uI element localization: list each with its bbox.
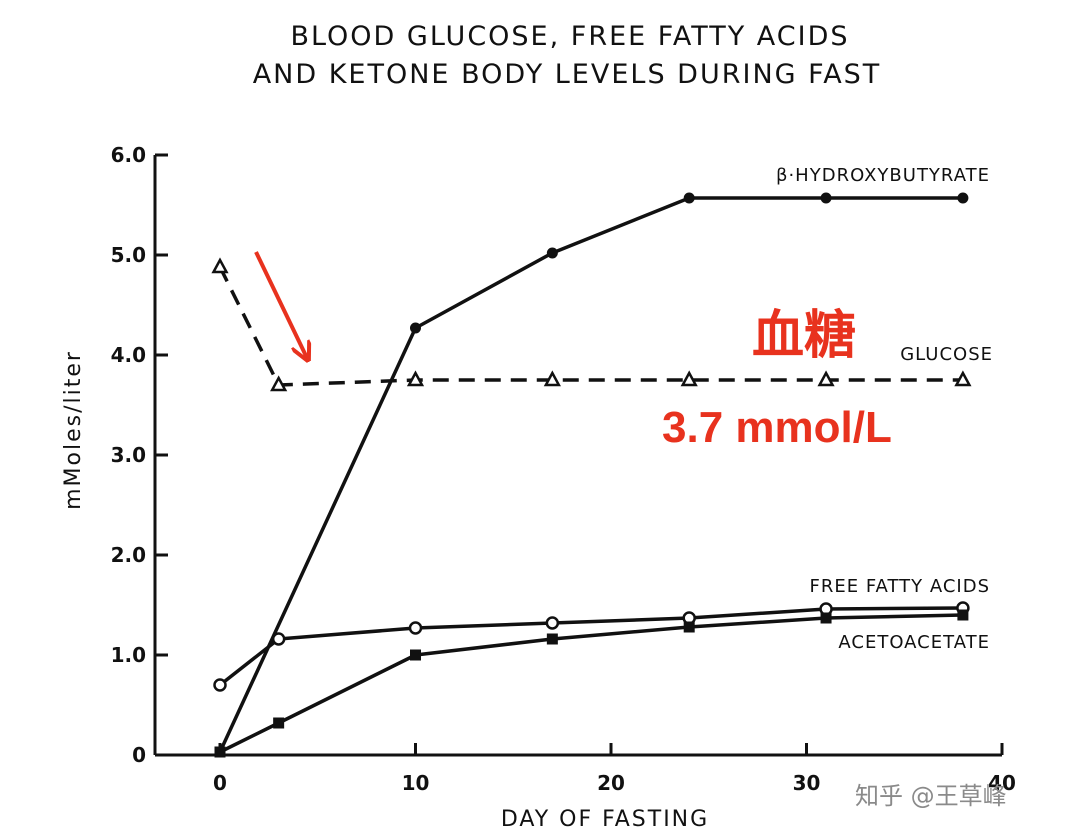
data-point-acetoacetate (683, 621, 695, 633)
data-point-glucose (543, 370, 561, 387)
chart-title-line1: BLOOD GLUCOSE, FREE FATTY ACIDS (290, 21, 849, 52)
series-layer (211, 192, 972, 758)
data-point-acetoacetate (410, 649, 421, 661)
x-axis-ticks: 0 10 20 30 40 (213, 743, 1016, 795)
data-point-free-fatty-acids (213, 678, 227, 692)
data-point-glucose (817, 370, 835, 387)
chart-title-line2: AND KETONE BODY LEVELS DURING FAST (253, 59, 882, 90)
data-point-hydroxybutyrate (820, 192, 832, 204)
data-point-glucose (954, 370, 972, 387)
annotation-arrow (254, 251, 308, 360)
x-tick-label: 20 (597, 771, 625, 795)
data-point-hydroxybutyrate (546, 247, 558, 259)
series-line-hydroxybutyrate (218, 196, 963, 753)
data-point-free-fatty-acids (408, 621, 423, 635)
y-tick-label: 5.0 (111, 243, 146, 267)
data-point-acetoacetate (546, 633, 558, 645)
data-point-glucose (211, 257, 229, 274)
y-axis-label: mMoles/liter (61, 350, 86, 510)
data-point-acetoacetate (214, 746, 226, 758)
y-axis-ticks: 0 1.0 2.0 3.0 4.0 5.0 6.0 (111, 143, 168, 767)
data-point-free-fatty-acids (545, 616, 560, 630)
y-tick-label: 6.0 (111, 143, 146, 167)
data-point-glucose (270, 375, 288, 392)
annotation-blood-sugar: 血糖 (752, 306, 856, 366)
y-tick-label: 1.0 (111, 643, 146, 667)
data-point-hydroxybutyrate (410, 322, 421, 334)
watermark-text: 知乎 @王草峰 (855, 782, 1007, 810)
x-tick-label: 0 (213, 771, 227, 795)
x-tick-label: 30 (793, 771, 821, 795)
y-tick-label: 0 (132, 743, 146, 767)
y-tick-label: 4.0 (111, 343, 146, 367)
series-label-hydroxybutyrate: β·HYDROXYBUTYRATE (776, 165, 990, 186)
y-tick-label: 2.0 (111, 543, 146, 567)
data-point-hydroxybutyrate (957, 192, 969, 204)
data-point-acetoacetate (957, 609, 969, 621)
data-point-glucose (406, 370, 425, 387)
data-point-hydroxybutyrate (683, 192, 695, 204)
data-point-acetoacetate (820, 612, 832, 624)
data-point-free-fatty-acids (271, 632, 286, 646)
y-tick-label: 3.0 (111, 443, 146, 467)
series-label-acetoacetate: ACETOACETATE (838, 632, 990, 653)
series-label-free-fatty-acids: FREE FATTY ACIDS (810, 576, 991, 597)
annotation-glucose-value: 3.7 mmol/L (662, 403, 892, 452)
data-point-acetoacetate (273, 717, 285, 729)
x-axis-label: DAY OF FASTING (501, 807, 709, 832)
x-tick-label: 40 (988, 771, 1016, 795)
x-tick-label: 10 (402, 771, 430, 795)
data-point-glucose (680, 370, 698, 387)
series-label-glucose: GLUCOSE (900, 344, 993, 365)
